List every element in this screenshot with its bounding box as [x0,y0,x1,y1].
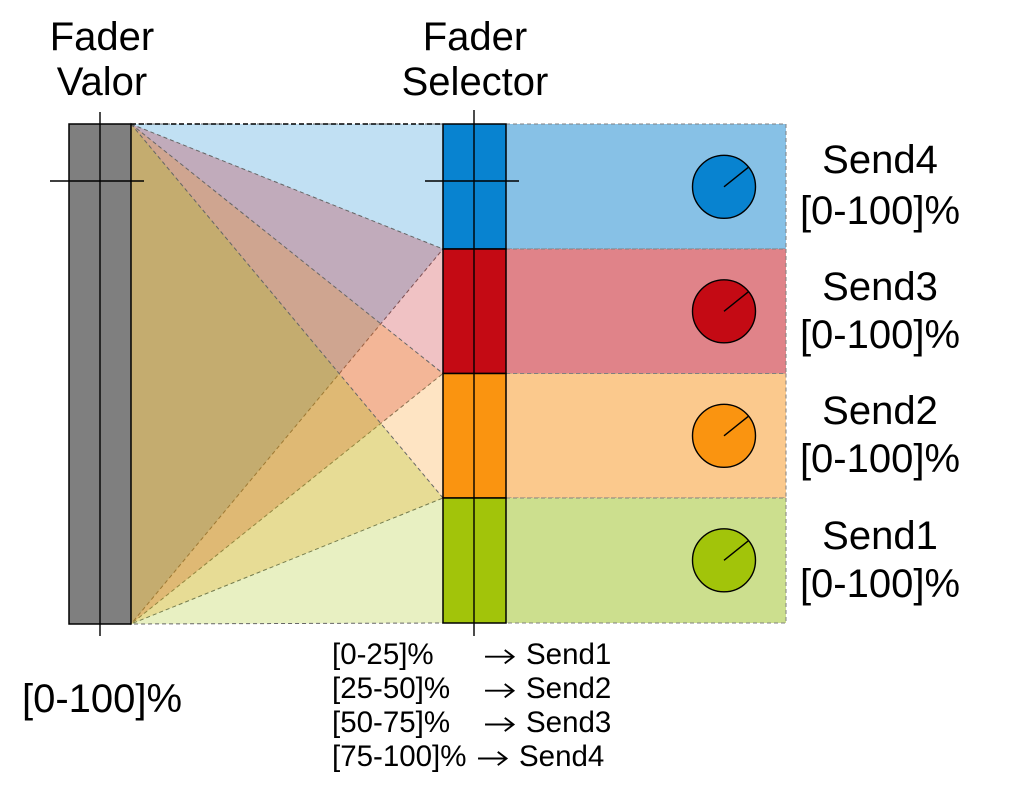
svg-text:Send4: Send4 [822,138,938,182]
svg-text:[0-25]%: [0-25]% [332,638,434,671]
svg-text:Send2: Send2 [526,672,611,705]
svg-text:[25-50]%: [25-50]% [332,672,450,705]
svg-text:[0-100]%: [0-100]% [800,189,960,233]
svg-text:[75-100]%: [75-100]% [332,740,466,773]
svg-text:Selector: Selector [402,60,549,104]
svg-text:[0-100]%: [0-100]% [800,313,960,357]
svg-text:[0-100]%: [0-100]% [800,437,960,481]
svg-text:Send3: Send3 [526,706,611,739]
svg-text:Send2: Send2 [822,389,938,433]
svg-text:[50-75]%: [50-75]% [332,706,450,739]
svg-text:Fader: Fader [423,15,528,59]
svg-text:[0-100]%: [0-100]% [800,562,960,606]
svg-text:Send1: Send1 [526,638,611,671]
svg-text:Send3: Send3 [822,265,938,309]
svg-text:Valor: Valor [57,60,147,104]
svg-text:Send4: Send4 [519,740,604,773]
svg-text:Fader: Fader [50,15,155,59]
svg-text:Send1: Send1 [822,514,938,558]
svg-text:[0-100]%: [0-100]% [22,677,182,721]
